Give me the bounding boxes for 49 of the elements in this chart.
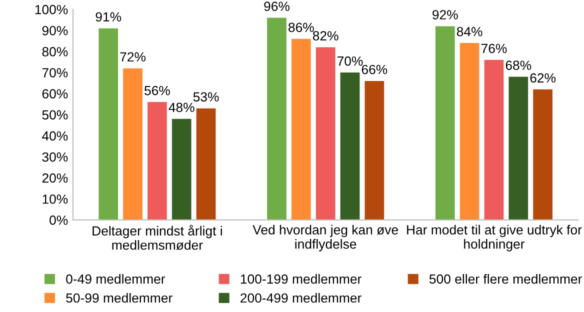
- y-tick-label: 30%: [42, 152, 68, 162]
- y-tick-label: 80%: [42, 47, 68, 56]
- data-label: 53%: [193, 92, 219, 102]
- bar: [508, 76, 528, 220]
- legend-label: 500 eller flere medlemmer: [429, 274, 582, 284]
- legend-label: 0-49 medlemmer: [66, 274, 166, 284]
- bar: [460, 43, 480, 220]
- bar: [123, 68, 142, 220]
- bar: [291, 38, 311, 220]
- y-tick-label: 50%: [42, 110, 68, 120]
- bar: [98, 28, 118, 220]
- y-tick-label: 70%: [42, 68, 68, 78]
- data-label: 48%: [168, 102, 194, 112]
- bar: [533, 89, 552, 220]
- x-tick-label: Ved hvordan jeg kan øve indflydelse: [252, 224, 398, 252]
- bar: [172, 118, 192, 220]
- bar: [316, 47, 336, 220]
- data-label: 86%: [288, 22, 314, 32]
- y-tick-label: 100%: [35, 4, 68, 14]
- legend-label: 50-99 medlemmer: [66, 292, 172, 303]
- data-label: 56%: [144, 86, 170, 96]
- bar: [148, 102, 167, 220]
- data-label: 91%: [96, 12, 122, 22]
- x-tick-label: Har modet til at give udtryk for holdninger: [407, 224, 582, 252]
- y-tick-label: 60%: [42, 89, 68, 99]
- bar: [435, 26, 455, 220]
- data-label: 72%: [120, 52, 146, 62]
- data-label: 92%: [432, 10, 458, 20]
- y-tick-label: 10%: [42, 194, 68, 204]
- y-tick-label: 0%: [50, 216, 68, 225]
- bar: [364, 80, 384, 220]
- data-label: 70%: [337, 56, 363, 66]
- data-label: 84%: [456, 26, 482, 36]
- y-tick-label: 20%: [42, 173, 68, 183]
- x-tick-label: Deltager mindst årligt i medlemsmøder: [92, 224, 222, 250]
- bar: [196, 108, 216, 220]
- y-tick-label: 40%: [42, 131, 68, 141]
- y-tick-label: 90%: [42, 26, 68, 36]
- bar: [340, 72, 360, 220]
- bar: [484, 60, 504, 220]
- data-label: 62%: [530, 73, 556, 83]
- data-label: 68%: [506, 60, 532, 70]
- data-label: 82%: [312, 31, 338, 40]
- data-label: 96%: [264, 2, 290, 12]
- data-label: 66%: [362, 64, 388, 74]
- bar: [267, 18, 286, 220]
- legend-label: 100-199 medlemmer: [240, 274, 362, 284]
- legend-label: 200-499 medlemmer: [240, 292, 362, 303]
- data-label: 76%: [481, 44, 507, 54]
